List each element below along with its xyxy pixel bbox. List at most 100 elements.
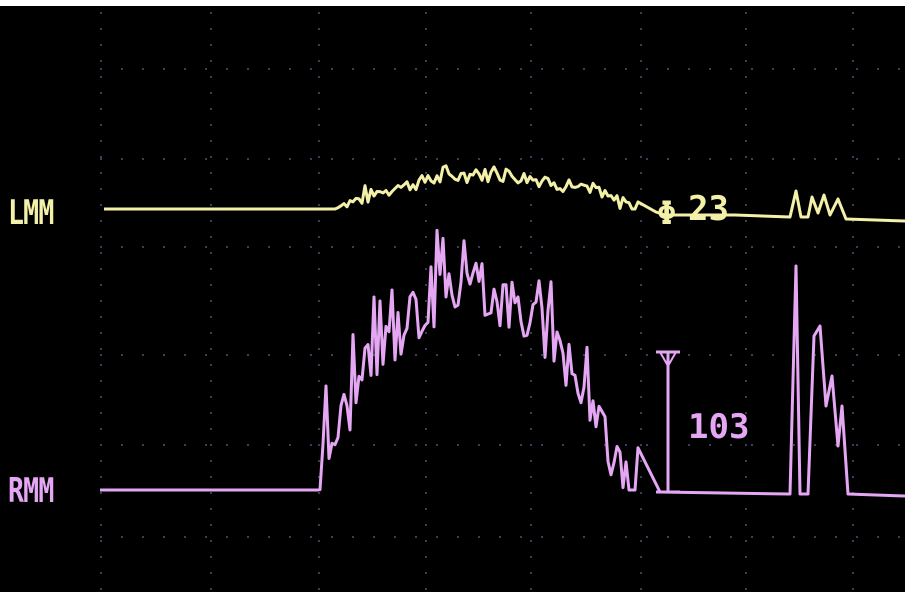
grid-dot — [425, 428, 427, 430]
grid-dot — [373, 68, 375, 70]
grid-dot — [835, 444, 837, 446]
grid-dot — [210, 460, 212, 462]
grid-dot — [100, 524, 102, 526]
grid-dot — [100, 536, 102, 538]
grid-dot — [730, 246, 732, 248]
grid-dot — [318, 492, 320, 494]
grid-dot — [205, 536, 207, 538]
grid-dot — [478, 246, 480, 248]
grid-dot — [646, 158, 648, 160]
grid-dot — [530, 380, 532, 382]
grid-dot — [530, 572, 532, 574]
grid-dot — [310, 246, 312, 248]
grid-dot — [772, 158, 774, 160]
grid-dot — [640, 76, 642, 78]
grid-dot — [688, 246, 690, 248]
grid-dot — [646, 444, 648, 446]
grid-dot — [318, 396, 320, 398]
grid-dot — [318, 300, 320, 302]
grid-dot — [352, 68, 354, 70]
grid-dot — [425, 540, 427, 542]
grid-dot — [852, 124, 854, 126]
grid-dot — [530, 188, 532, 190]
grid-dot — [745, 108, 747, 110]
grid-dot — [310, 68, 312, 70]
grid-dot — [640, 268, 642, 270]
grid-dot — [318, 60, 320, 62]
grid-dot — [310, 444, 312, 446]
grid-dot — [688, 444, 690, 446]
grid-dot — [499, 444, 501, 446]
grid-dot — [530, 252, 532, 254]
grid-dot — [530, 588, 532, 590]
grid-dot — [530, 540, 532, 542]
grid-dot — [745, 348, 747, 350]
grid-dot — [730, 536, 732, 538]
grid-dot — [226, 536, 228, 538]
grid-dot — [852, 364, 854, 366]
grid-dot — [210, 396, 212, 398]
grid-dot — [100, 28, 102, 30]
grid-dot — [457, 246, 459, 248]
grid-dot — [745, 204, 747, 206]
bottom-amplitude-readout: 103 — [688, 407, 750, 447]
grid-dot — [425, 444, 427, 446]
grid-dot — [478, 354, 480, 356]
grid-dot — [562, 246, 564, 248]
grid-dot — [184, 536, 186, 538]
grid-dot — [352, 536, 354, 538]
grid-dot — [640, 412, 642, 414]
grid-dot — [425, 188, 427, 190]
grid-dot — [210, 316, 212, 318]
grid-dot — [852, 156, 854, 158]
grid-dot — [289, 536, 291, 538]
grid-dot — [318, 156, 320, 158]
grid-dot — [856, 536, 858, 538]
phase-symbol: Φ — [657, 194, 676, 232]
grid-dot — [318, 92, 320, 94]
grid-dot — [745, 284, 747, 286]
grid-dot — [646, 354, 648, 356]
grid-dot — [100, 156, 102, 158]
grid-dot — [352, 158, 354, 160]
grid-dot — [520, 444, 522, 446]
grid-dot — [530, 236, 532, 238]
grid-dot — [425, 60, 427, 62]
grid-dot — [226, 354, 228, 356]
grid-dot — [640, 156, 642, 158]
grid-dot — [640, 508, 642, 510]
grid-dot — [268, 444, 270, 446]
grid-dot — [852, 444, 854, 446]
grid-dot — [268, 68, 270, 70]
grid-dot — [745, 332, 747, 334]
grid-dot — [751, 246, 753, 248]
grid-dot — [772, 354, 774, 356]
grid-dot — [640, 124, 642, 126]
grid-dot — [100, 492, 102, 494]
grid-dot — [210, 156, 212, 158]
grid-dot — [745, 220, 747, 222]
grid-dot — [852, 92, 854, 94]
grid-dot — [852, 396, 854, 398]
grid-dot — [745, 588, 747, 590]
grid-dot — [268, 536, 270, 538]
grid-dot — [745, 460, 747, 462]
grid-dot — [100, 380, 102, 382]
grid-dot — [541, 68, 543, 70]
grid-dot — [745, 380, 747, 382]
grid-dot — [210, 524, 212, 526]
grid-dot — [852, 540, 854, 542]
grid-dot — [226, 68, 228, 70]
grid-dot — [205, 158, 207, 160]
grid-dot — [625, 158, 627, 160]
grid-dot — [530, 284, 532, 286]
grid-dot — [640, 364, 642, 366]
grid-dot — [331, 246, 333, 248]
grid-dot — [121, 158, 123, 160]
grid-dot — [100, 76, 102, 78]
grid-dot — [877, 246, 879, 248]
grid-dot — [530, 332, 532, 334]
grid-dot — [640, 588, 642, 590]
grid-dot — [541, 354, 543, 356]
grid-dot — [318, 380, 320, 382]
